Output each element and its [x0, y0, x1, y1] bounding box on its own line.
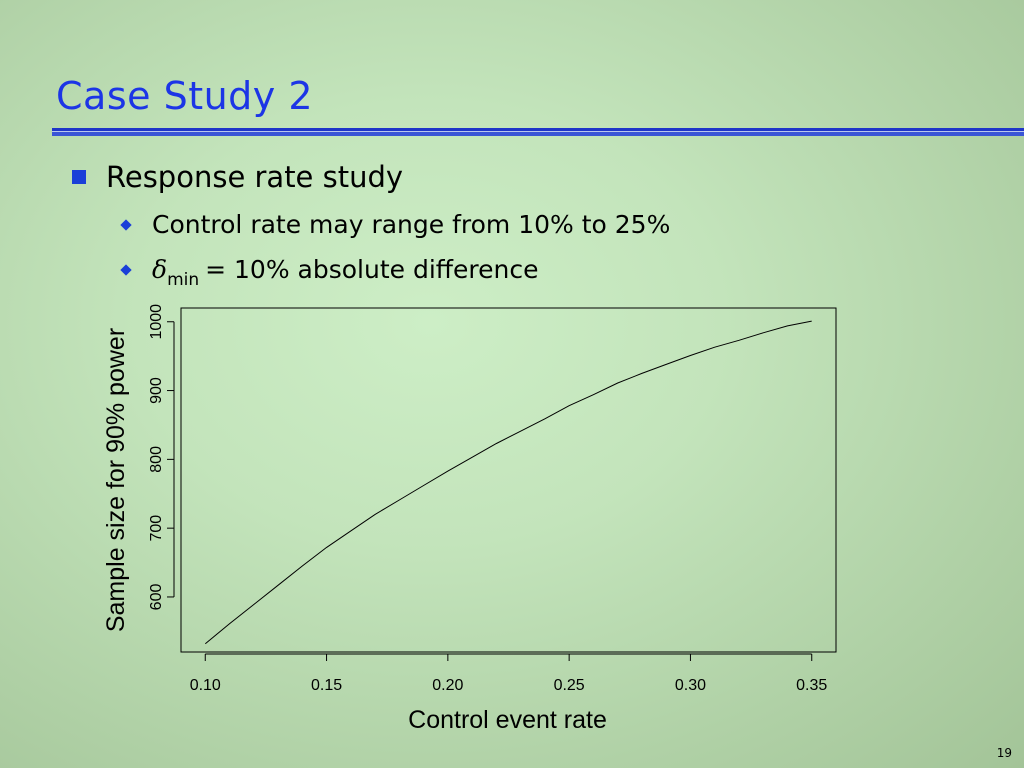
- sample-size-line: [204, 320, 812, 645]
- delta-text: = 10% absolute difference: [205, 255, 539, 284]
- y-axis-title: Sample size for 90% power: [102, 328, 130, 632]
- bullet-text: Response rate study: [106, 160, 404, 194]
- y-tick-label: 1000: [148, 304, 165, 340]
- x-tick-label: 0.35: [796, 677, 827, 694]
- bullet-response-rate: Response rate study: [72, 160, 403, 194]
- y-tick-label: 600: [148, 584, 165, 611]
- square-bullet-icon: [72, 170, 86, 184]
- x-tick-label: 0.30: [675, 677, 706, 694]
- sub-bullet-text: Control rate may range from 10% to 25%: [152, 210, 671, 239]
- x-tick-label: 0.10: [190, 677, 221, 694]
- title-underline: [52, 128, 1024, 136]
- x-axis-title: Control event rate: [408, 706, 607, 734]
- slide-number: 19: [996, 746, 1012, 760]
- delta-symbol: δ: [152, 255, 168, 284]
- plot-frame: [180, 307, 837, 653]
- sub-bullet-control-rate: Control rate may range from 10% to 25%: [120, 210, 671, 239]
- sub-bullet-delta-min: δmin = 10% absolute difference: [120, 255, 539, 290]
- x-tick-label: 0.15: [311, 677, 342, 694]
- sub-bullet-delta: δmin = 10% absolute difference: [152, 255, 539, 290]
- x-tick-label: 0.20: [432, 677, 463, 694]
- x-tick-label: 0.25: [554, 677, 585, 694]
- y-tick-label: 700: [148, 515, 165, 542]
- y-tick-label: 800: [148, 446, 165, 473]
- y-tick-label: 900: [148, 377, 165, 404]
- delta-subscript: min: [167, 270, 200, 290]
- slide-title: Case Study 2: [56, 74, 314, 118]
